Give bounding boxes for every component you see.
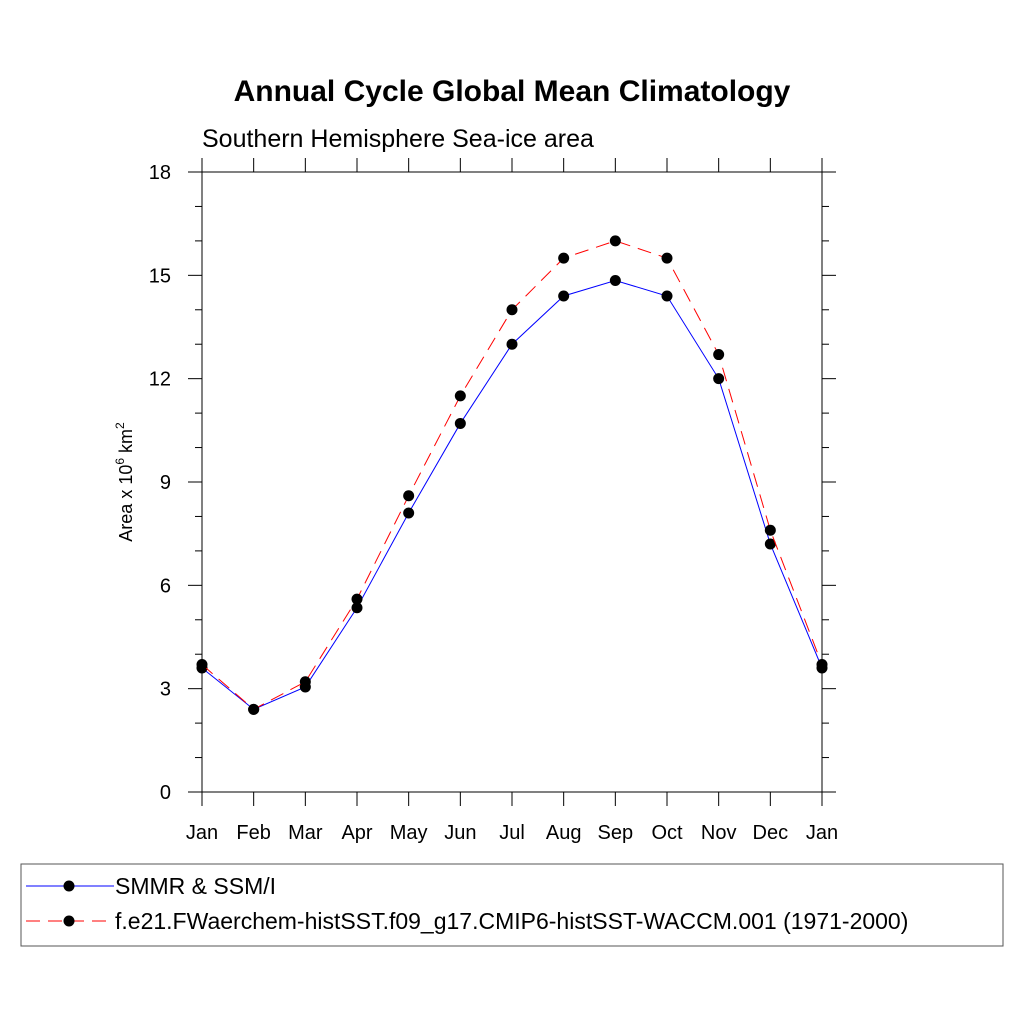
series-1-point (609, 275, 621, 286)
series-2-point (558, 252, 570, 264)
x-tick-label: Jun (444, 822, 476, 844)
series-2-point (248, 703, 260, 715)
chart-subtitle: Southern Hemisphere Sea-ice area (202, 125, 594, 153)
y-tick-label: 15 (149, 265, 171, 287)
y-tick-label: 9 (160, 472, 171, 494)
x-tick-label: Jan (186, 822, 218, 844)
plot-frame (201, 171, 823, 793)
legend-marker-2 (63, 915, 75, 927)
series-1-point (351, 602, 363, 614)
x-tick-label: Nov (701, 822, 737, 844)
x-tick-label: May (390, 822, 428, 844)
series-1-point (713, 373, 725, 385)
y-tick-label: 0 (160, 782, 171, 804)
series-1-point (454, 417, 466, 429)
series-1-point (558, 290, 570, 302)
legend-entry-1: SMMR & SSM/I (26, 873, 276, 899)
series-2-point (454, 390, 466, 402)
series-2 (196, 235, 828, 715)
plot-area: 0 3 6 9 12 15 18 Jan Feb Mar Apr May Jun Jul Aug Sep Oct… (149, 158, 838, 844)
series-2-point (506, 304, 518, 316)
series-2-point (403, 490, 415, 502)
x-tick-label: Mar (288, 822, 323, 844)
x-tick-label: Jul (499, 822, 525, 844)
series-2-point (661, 252, 673, 264)
series-2-point (609, 235, 621, 247)
x-tick-label: Sep (598, 822, 634, 844)
series-2-point (816, 659, 828, 671)
series-1-point (764, 538, 776, 550)
series-2-point (299, 676, 311, 688)
chart-title: Annual Cycle Global Mean Climatology (234, 75, 791, 108)
x-tick-label: Oct (651, 822, 683, 844)
legend-label-2: f.e21.FWaerchem-histSST.f09_g17.CMIP6-hi… (115, 908, 908, 934)
x-tick-label: Jan (806, 822, 838, 844)
x-tick-label: Feb (236, 822, 270, 844)
series-1-point (403, 507, 415, 519)
y-tick-label: 6 (160, 575, 171, 597)
series-2-point (351, 593, 363, 605)
legend: SMMR & SSM/I f.e21.FWaerchem-histSST.f09… (20, 863, 1004, 947)
series-layer (196, 235, 828, 715)
series-2-point (196, 659, 208, 671)
series-1-point (506, 338, 518, 350)
series-2-point (713, 349, 725, 361)
y-tick-label: 12 (149, 369, 171, 391)
series-2-point (764, 524, 776, 536)
legend-marker-1 (63, 880, 75, 892)
legend-label-1: SMMR & SSM/I (115, 873, 276, 899)
legend-box (20, 863, 1004, 947)
y-axis-label: Area x 106 km2 (113, 422, 136, 542)
y-tick-label: 3 (160, 679, 171, 701)
x-tick-label: Aug (546, 822, 582, 844)
x-tick-label: Dec (753, 822, 789, 844)
x-tick-label: Apr (341, 822, 372, 844)
y-tick-label: 18 (149, 162, 171, 184)
series-1 (196, 275, 828, 715)
series-1-point (661, 290, 673, 302)
legend-entry-2: f.e21.FWaerchem-histSST.f09_g17.CMIP6-hi… (26, 908, 908, 934)
